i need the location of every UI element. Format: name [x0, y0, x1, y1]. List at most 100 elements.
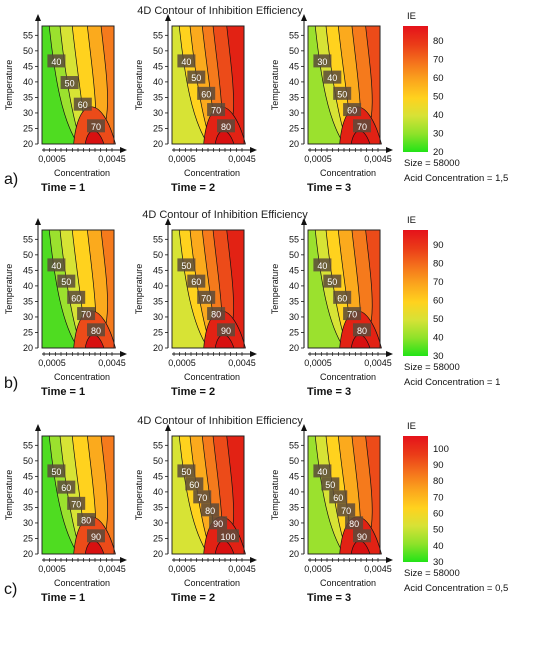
colorbar-tick-label: 30: [433, 351, 444, 362]
x-tick-label: 0,0045: [98, 154, 126, 164]
contour-label-text: 80: [221, 122, 231, 132]
contour-label: 70: [343, 307, 362, 321]
x-axis-label: Concentration: [320, 372, 376, 382]
note: Acid Concentration = 1: [404, 377, 500, 388]
colorbar-label: IE: [407, 11, 416, 22]
contour-label: 80: [345, 516, 364, 530]
contour-label-text: 70: [211, 106, 221, 116]
contour-label-text: 50: [65, 79, 75, 89]
contour-label: 60: [329, 490, 348, 504]
y-tick-label: 25: [289, 327, 299, 337]
y-axis-arrow: [301, 14, 307, 21]
colorbar-label: IE: [407, 421, 416, 432]
colorbar-tick-label: 60: [433, 73, 444, 84]
contour-label: 50: [57, 274, 76, 288]
y-tick-label: 55: [23, 30, 33, 40]
x-tick-label: 0,0005: [304, 358, 332, 368]
colorbar-tick-label: 80: [433, 476, 444, 487]
contour-label: 40: [177, 54, 196, 68]
contour-label: 60: [67, 290, 86, 304]
plot-frame: [307, 25, 381, 145]
y-tick-label: 45: [23, 61, 33, 71]
contour-label-text: 70: [91, 122, 101, 132]
x-axis-arrow: [250, 557, 257, 563]
subplot-time-2: 50 60 70 80 90 100 20 25 30 35 40 45 50 55 0,0005 0,004…: [134, 424, 257, 604]
x-tick-label: 0,0045: [228, 154, 256, 164]
plot-frame: [171, 435, 245, 555]
contour-label: 60: [343, 103, 362, 117]
y-axis-arrow: [165, 218, 171, 225]
contour-label: 60: [185, 477, 204, 491]
colorbar-tick-label: 40: [433, 110, 444, 121]
y-axis-label: Temperature: [4, 264, 14, 315]
colorbar-tick-label: 30: [433, 557, 444, 568]
x-axis-label: Concentration: [184, 578, 240, 588]
time-label: Time = 1: [41, 182, 85, 194]
chart-panel-3: 4D Contour of Inhibition Efficiency50607…: [4, 415, 508, 604]
y-tick-label: 30: [289, 108, 299, 118]
x-axis-arrow: [386, 351, 393, 357]
y-tick-label: 40: [153, 281, 163, 291]
y-tick-label: 30: [153, 518, 163, 528]
x-axis-label: Concentration: [54, 168, 110, 178]
y-tick-label: 45: [153, 265, 163, 275]
note: Acid Concentration = 1,5: [404, 173, 508, 184]
x-tick-label: 0,0005: [168, 564, 196, 574]
y-tick-label: 25: [153, 327, 163, 337]
y-tick-label: 35: [289, 502, 299, 512]
y-tick-label: 25: [289, 123, 299, 133]
contour-label-text: 70: [81, 310, 91, 320]
y-tick-label: 25: [153, 123, 163, 133]
panel-label: a): [4, 171, 18, 188]
contour-label-text: 70: [357, 122, 367, 132]
y-tick-label: 50: [289, 456, 299, 466]
y-tick-label: 25: [23, 123, 33, 133]
x-axis-arrow: [386, 147, 393, 153]
contour-label: 70: [207, 103, 226, 117]
contour-label-text: 70: [347, 310, 357, 320]
x-tick-label: 0,0045: [364, 154, 392, 164]
y-tick-label: 40: [23, 281, 33, 291]
y-axis-arrow: [35, 14, 41, 21]
y-tick-label: 35: [23, 502, 33, 512]
note: Size = 58000: [404, 568, 460, 579]
y-tick-label: 20: [23, 343, 33, 353]
time-label: Time = 2: [171, 592, 215, 604]
time-label: Time = 1: [41, 386, 85, 398]
contour-label-text: 60: [337, 293, 347, 303]
contour-label: 40: [47, 54, 66, 68]
y-tick-label: 55: [289, 30, 299, 40]
contour-label: 50: [177, 464, 196, 478]
x-tick-label: 0,0045: [228, 564, 256, 574]
x-tick-label: 0,0005: [304, 564, 332, 574]
y-tick-label: 40: [289, 281, 299, 291]
colorbar-tick-label: 70: [433, 492, 444, 503]
colorbar: [403, 26, 428, 152]
contour-label-text: 60: [201, 89, 211, 99]
time-label: Time = 3: [307, 386, 351, 398]
x-axis-arrow: [120, 557, 127, 563]
y-tick-label: 50: [289, 250, 299, 260]
y-tick-label: 20: [289, 343, 299, 353]
contour-label: 60: [187, 274, 206, 288]
contour-label: 60: [73, 97, 92, 111]
contour-label: 100: [217, 529, 239, 543]
y-tick-label: 30: [23, 518, 33, 528]
contour-label: 70: [197, 290, 216, 304]
colorbar-tick-label: 60: [433, 295, 444, 306]
y-tick-label: 50: [23, 456, 33, 466]
x-axis-label: Concentration: [320, 168, 376, 178]
x-axis-arrow: [250, 351, 257, 357]
x-axis-arrow: [250, 147, 257, 153]
colorbar-tick-label: 30: [433, 128, 444, 139]
y-tick-label: 20: [23, 549, 33, 559]
y-tick-label: 30: [23, 108, 33, 118]
contour-label: 50: [323, 274, 342, 288]
y-tick-label: 50: [153, 46, 163, 56]
contour-label: 80: [201, 503, 220, 517]
panel-label: b): [4, 375, 18, 392]
contour-label-text: 60: [333, 493, 343, 503]
colorbar-tick-label: 90: [433, 240, 444, 251]
